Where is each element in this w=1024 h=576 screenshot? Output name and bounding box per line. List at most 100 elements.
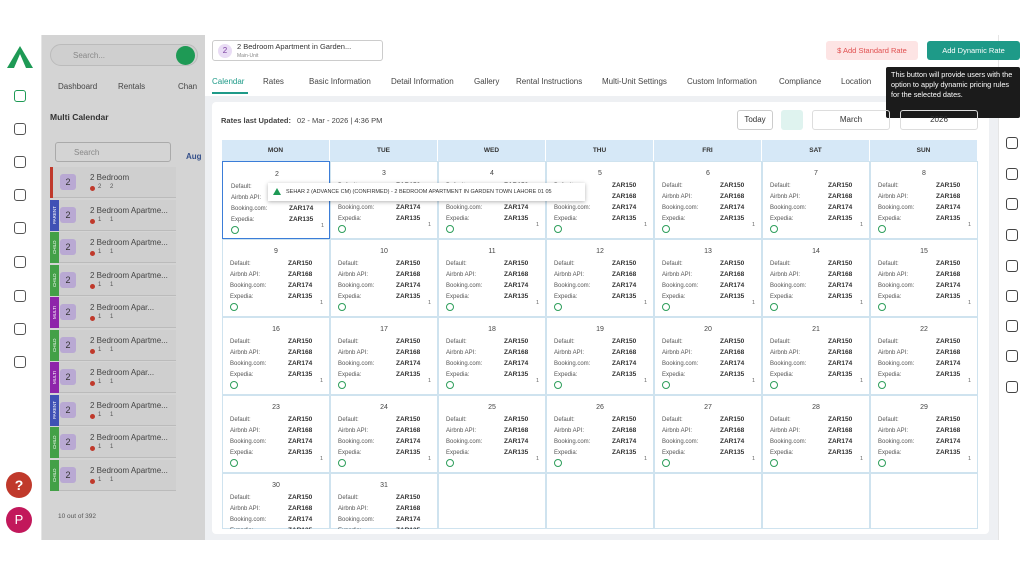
rail-icon[interactable]	[1006, 290, 1018, 302]
rail-icon[interactable]	[1006, 320, 1018, 332]
tab[interactable]: Compliance	[779, 77, 822, 86]
calendar-cell[interactable]	[654, 473, 762, 529]
nav-item[interactable]: Dashboard	[58, 82, 98, 91]
day-cell[interactable]: 19 Default: ZAR150 Airbnb API: ZAR168 Booking…	[546, 317, 654, 395]
calendar-cell[interactable]	[546, 395, 654, 473]
rail-icon[interactable]	[14, 222, 26, 234]
calendar-cell[interactable]	[654, 239, 762, 317]
add-icon[interactable]	[662, 303, 670, 311]
day-cell[interactable]: 9 Default: ZAR150 Airbnb API: ZAR168 Booking.…	[222, 239, 330, 317]
day-cell[interactable]: 27 Default: ZAR150 Airbnb API: ZAR168 Booking…	[654, 395, 762, 473]
calendar-cell[interactable]	[438, 317, 546, 395]
calendar-cell[interactable]	[330, 239, 438, 317]
day-cell[interactable]: 23 Default: ZAR150 Airbnb API: ZAR168 Booking…	[222, 395, 330, 473]
tab[interactable]: Gallery	[474, 77, 500, 86]
calendar-cell[interactable]	[546, 239, 654, 317]
add-icon[interactable]	[554, 303, 562, 311]
rail-icon[interactable]	[14, 156, 26, 168]
day-cell[interactable]: 18 Default: ZAR150 Airbnb API: ZAR168 Booking…	[438, 317, 546, 395]
add-icon[interactable]	[662, 225, 670, 233]
add-icon[interactable]	[770, 303, 778, 311]
calendar-cell[interactable]	[546, 317, 654, 395]
day-cell[interactable]: 11 Default: ZAR150 Airbnb API: ZAR168 Booking…	[438, 239, 546, 317]
tab[interactable]: Detail Information	[391, 77, 454, 86]
day-cell[interactable]: 25 Default: ZAR150 Airbnb API: ZAR168 Booking…	[438, 395, 546, 473]
rail-icon[interactable]	[14, 189, 26, 201]
add-icon[interactable]	[338, 381, 346, 389]
calendar-cell[interactable]	[438, 473, 546, 529]
day-cell[interactable]: 24 Default: ZAR150 Airbnb API: ZAR168 Booking…	[330, 395, 438, 473]
calendar-cell[interactable]	[222, 239, 330, 317]
rail-icon[interactable]	[1006, 168, 1018, 180]
calendar-cell[interactable]	[870, 161, 978, 239]
calendar-cell[interactable]	[870, 239, 978, 317]
calendar-cell[interactable]	[654, 161, 762, 239]
calendar-cell[interactable]	[222, 395, 330, 473]
booking-popup[interactable]: SEHAR 2 (ADVANCE CM) (CONFIRMED) - 2 BED…	[268, 183, 585, 201]
tab[interactable]: Rates	[263, 77, 284, 86]
calendar-cell[interactable]	[870, 473, 978, 529]
today-button[interactable]: Today	[737, 110, 773, 130]
add-icon[interactable]	[878, 303, 886, 311]
calendar-cell[interactable]	[762, 239, 870, 317]
panel-search[interactable]: Search	[55, 142, 171, 162]
add-icon[interactable]	[446, 303, 454, 311]
calendar-cell[interactable]	[330, 395, 438, 473]
calendar-cell[interactable]	[438, 395, 546, 473]
add-icon[interactable]	[770, 225, 778, 233]
day-cell[interactable]: 22 Default: ZAR150 Airbnb API: ZAR168 Booking…	[870, 317, 978, 395]
add-icon[interactable]	[338, 459, 346, 467]
calendar-cell[interactable]	[438, 239, 546, 317]
add-icon[interactable]	[446, 459, 454, 467]
refresh-button[interactable]	[781, 110, 803, 130]
add-icon[interactable]	[878, 381, 886, 389]
calendar-cell[interactable]	[546, 473, 654, 529]
day-cell[interactable]: 14 Default: ZAR150 Airbnb API: ZAR168 Booking…	[762, 239, 870, 317]
day-cell[interactable]: 21 Default: ZAR150 Airbnb API: ZAR168 Booking…	[762, 317, 870, 395]
help-button[interactable]: ?	[6, 472, 32, 498]
day-cell[interactable]: 15 Default: ZAR150 Airbnb API: ZAR168 Booking…	[870, 239, 978, 317]
calendar-cell[interactable]	[222, 473, 330, 529]
avatar[interactable]: P	[6, 507, 32, 533]
rail-icon[interactable]	[1006, 229, 1018, 241]
rail-icon[interactable]	[1006, 137, 1018, 149]
add-icon[interactable]	[878, 225, 886, 233]
day-cell[interactable]: 7 Default: ZAR150 Airbnb API: ZAR168 Booking.…	[762, 161, 870, 239]
tab[interactable]: Calendar	[212, 77, 245, 86]
add-dynamic-rate[interactable]: Add Dynamic Rate	[927, 41, 1020, 60]
unit-row[interactable]	[50, 232, 176, 263]
rail-icon[interactable]	[14, 90, 26, 102]
calendar-cell[interactable]	[330, 317, 438, 395]
rail-icon[interactable]	[1006, 350, 1018, 362]
calendar-cell[interactable]	[330, 473, 438, 529]
month-picker[interactable]: March	[812, 110, 890, 130]
day-cell[interactable]: 20 Default: ZAR150 Airbnb API: ZAR168 Booking…	[654, 317, 762, 395]
rail-icon[interactable]	[1006, 198, 1018, 210]
calendar-cell[interactable]	[762, 161, 870, 239]
calendar-cell[interactable]	[762, 473, 870, 529]
calendar-cell[interactable]	[654, 317, 762, 395]
add-icon[interactable]	[554, 459, 562, 467]
add-icon[interactable]	[230, 303, 238, 311]
day-cell[interactable]: 17 Default: ZAR150 Airbnb API: ZAR168 Booking…	[330, 317, 438, 395]
nav-item[interactable]: Chan	[178, 82, 198, 91]
add-icon[interactable]	[662, 381, 670, 389]
add-icon[interactable]	[230, 459, 238, 467]
day-cell[interactable]: 13 Default: ZAR150 Airbnb API: ZAR168 Booking…	[654, 239, 762, 317]
tab[interactable]: Custom Information	[687, 77, 757, 86]
calendar-cell[interactable]	[222, 317, 330, 395]
add-icon[interactable]	[230, 381, 238, 389]
tab[interactable]: Rental Instructions	[516, 77, 583, 86]
rail-icon[interactable]	[14, 290, 26, 302]
day-cell[interactable]: 30 Default: ZAR150 Airbnb API: ZAR168 Booking…	[222, 473, 330, 529]
tab[interactable]: Location	[841, 77, 872, 86]
sidebar-search[interactable]: Search...	[50, 44, 198, 66]
day-cell[interactable]: 6 Default: ZAR150 Airbnb API: ZAR168 Booking.…	[654, 161, 762, 239]
year-picker[interactable]: 2026	[900, 110, 978, 130]
day-cell[interactable]: 29 Default: ZAR150 Airbnb API: ZAR168 Booking…	[870, 395, 978, 473]
rail-icon[interactable]	[14, 356, 26, 368]
add-icon[interactable]	[770, 381, 778, 389]
add-standard-rate[interactable]: $ Add Standard Rate	[826, 41, 918, 60]
add-icon[interactable]	[446, 381, 454, 389]
day-cell[interactable]: 12 Default: ZAR150 Airbnb API: ZAR168 Booking…	[546, 239, 654, 317]
